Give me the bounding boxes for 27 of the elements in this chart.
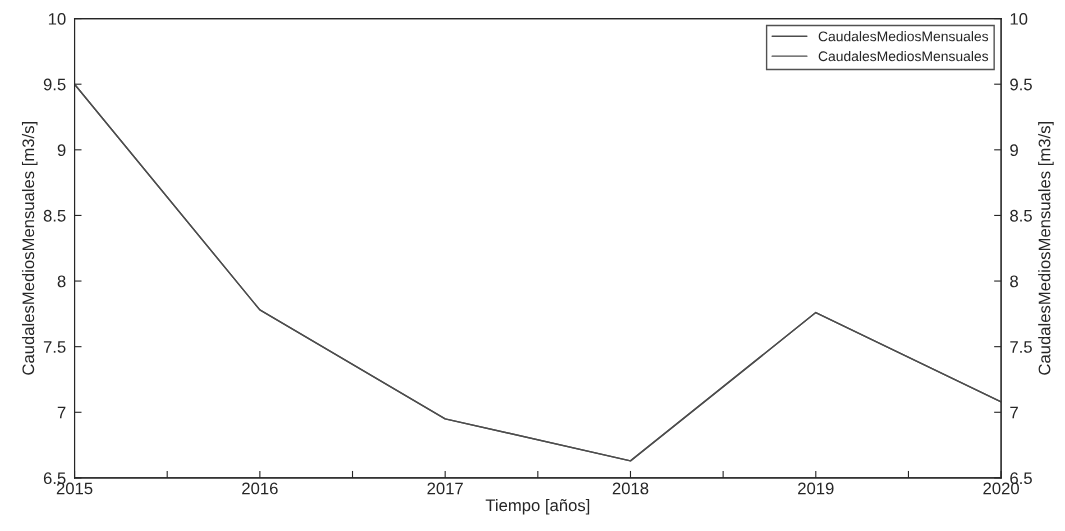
x-axis-title: Tiempo [años] xyxy=(485,498,590,515)
y2-axis-title: CaudalesMediosMensuales [m3/s] xyxy=(1038,122,1054,375)
y-tick-label: 9.5 xyxy=(43,78,66,91)
x-tick-label: 2016 xyxy=(242,482,278,495)
x-tick-label: 2018 xyxy=(612,482,649,495)
legend-label: CaudalesMediosMensuales xyxy=(818,31,989,42)
x-tick-label: 2017 xyxy=(427,482,463,495)
y2-tick-label: 9 xyxy=(1010,144,1018,157)
y-tick-label: 7.5 xyxy=(43,341,66,353)
y-axis-title: CaudalesMediosMensuales [m3/s] xyxy=(21,122,38,375)
y2-tick-label: 10 xyxy=(1010,12,1028,25)
y-tick-label: 6.5 xyxy=(43,472,66,485)
y-tick-label: 7 xyxy=(57,406,66,419)
x-tick-label: 2020 xyxy=(983,482,1019,495)
y2-tick-label: 6.5 xyxy=(1010,472,1032,485)
x-tick-label: 2015 xyxy=(56,482,93,495)
y2-tick-label: 7 xyxy=(1010,406,1018,419)
y-tick-label: 9 xyxy=(57,144,66,157)
y-tick-label: 8.5 xyxy=(43,209,66,222)
x-tick-label: 2019 xyxy=(798,482,834,495)
y2-tick-label: 7.5 xyxy=(1010,341,1032,353)
y2-tick-label: 9.5 xyxy=(1010,78,1032,91)
y-tick-label: 10 xyxy=(48,12,66,25)
y2-tick-label: 8 xyxy=(1010,275,1018,288)
y-tick-label: 8 xyxy=(57,275,66,288)
legend-label: CaudalesMediosMensuales xyxy=(818,50,989,62)
y2-tick-label: 8.5 xyxy=(1010,209,1032,222)
